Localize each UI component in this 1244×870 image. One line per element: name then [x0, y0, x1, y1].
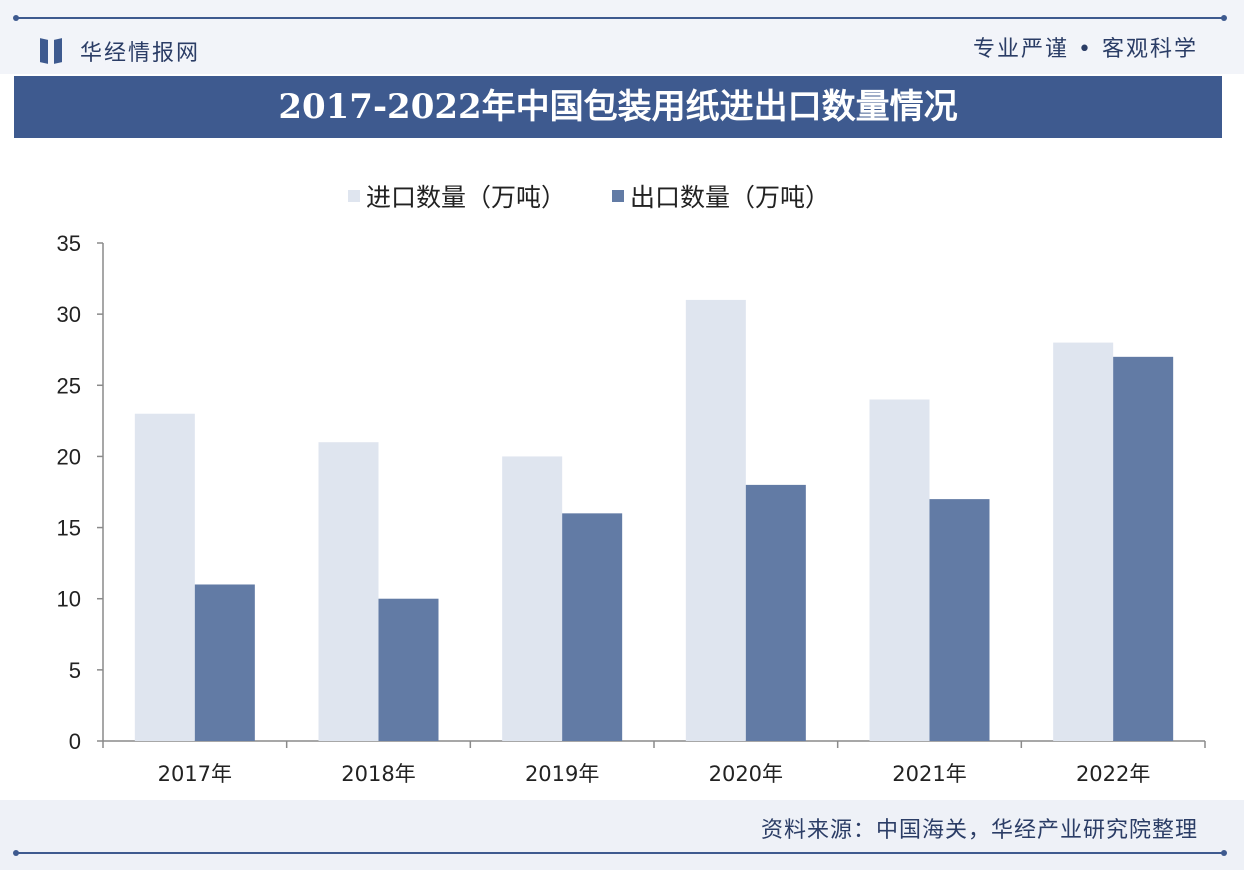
legend-swatch-import — [348, 190, 360, 202]
y-tick-label: 5 — [69, 658, 81, 683]
y-tick-label: 25 — [57, 373, 81, 398]
bottom-divider — [13, 850, 1227, 856]
header-bar — [0, 0, 1244, 74]
import-bar[interactable] — [502, 456, 563, 741]
legend-label-export: 出口数量（万吨） — [630, 183, 831, 212]
slogan: 专业严谨 • 客观科学 — [973, 37, 1198, 62]
export-bar[interactable] — [1113, 356, 1174, 741]
x-category-label: 2020年 — [709, 762, 783, 786]
y-tick-label: 20 — [57, 444, 81, 469]
export-bar[interactable] — [745, 484, 806, 741]
data-source: 资料来源：中国海关，华经产业研究院整理 — [760, 818, 1198, 843]
import-bar[interactable] — [685, 299, 746, 741]
import-bar[interactable] — [869, 399, 930, 741]
y-tick-label: 0 — [69, 729, 81, 754]
y-tick-label: 10 — [57, 587, 81, 612]
y-tick-label: 15 — [57, 516, 81, 541]
chart-legend: 进口数量（万吨） 出口数量（万吨） — [348, 178, 876, 214]
x-category-label: 2022年 — [1076, 762, 1150, 786]
x-category-label: 2017年 — [158, 762, 232, 786]
export-bar[interactable] — [378, 598, 439, 741]
footer-bar — [0, 800, 1244, 870]
chart-title: 2017-2022年中国包装用纸进出口数量情况 — [278, 87, 958, 127]
legend-swatch-export — [612, 190, 625, 202]
legend-item-import[interactable]: 进口数量（万吨） — [348, 178, 566, 214]
brand-name: 华经情报网 — [80, 41, 201, 66]
title-band: 2017-2022年中国包装用纸进出口数量情况 — [14, 76, 1222, 138]
import-bar[interactable] — [1053, 342, 1114, 741]
import-bar[interactable] — [134, 413, 195, 741]
y-tick-label: 30 — [57, 302, 81, 327]
legend-label-import: 进口数量（万吨） — [366, 183, 567, 212]
legend-item-export[interactable]: 出口数量（万吨） — [612, 178, 830, 214]
y-tick-label: 35 — [57, 231, 81, 256]
export-bar[interactable] — [929, 499, 990, 741]
x-category-label: 2019年 — [525, 762, 599, 786]
x-category-label: 2018年 — [341, 762, 415, 786]
import-bar[interactable] — [318, 442, 379, 741]
x-category-label: 2021年 — [892, 762, 966, 786]
top-divider — [13, 15, 1227, 21]
brand-logo[interactable]: 华经情报网 — [40, 35, 200, 67]
export-bar[interactable] — [562, 513, 623, 741]
export-bar[interactable] — [194, 584, 255, 741]
